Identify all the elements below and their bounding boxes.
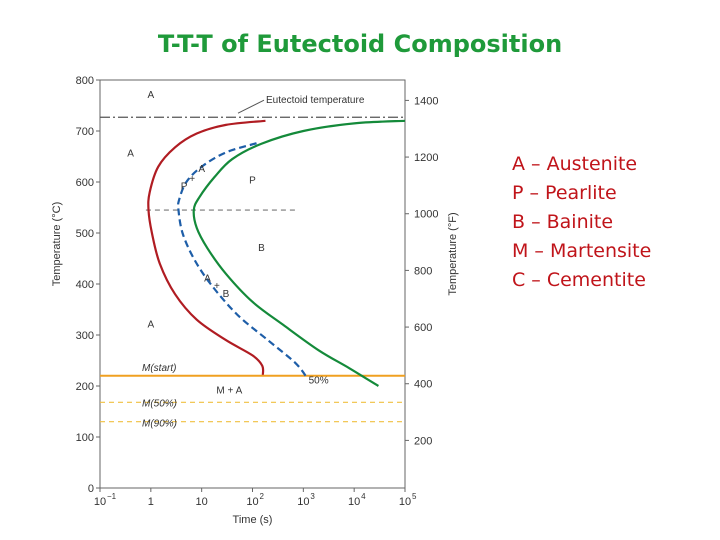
y-tick-label: 500 [76,228,94,240]
region-label: P [249,176,256,187]
y-tick-label: 800 [76,75,94,87]
phase-legend: A – Austenite P – Pearlite B – Bainite M… [512,150,651,295]
y2-tick-label: 1400 [414,95,438,107]
y-tick-label: 600 [76,177,94,189]
m-90-label: M(90%) [142,419,177,430]
x-tick-label: 10 [297,496,309,508]
x-tick-label: 10 [348,496,360,508]
eutectoid-leader [237,99,265,114]
x-tick-exponent: −1 [107,492,117,501]
y2-tick-label: 800 [414,265,432,277]
y-tick-label: 100 [76,432,94,444]
y2-tick-label: 400 [414,379,432,391]
m-50-label: M(50%) [142,398,177,409]
region-label: 50% [309,375,329,386]
x-tick-exponent: 4 [361,492,366,501]
x-tick-label: 10 [399,496,411,508]
x-tick-label: 1 [148,496,154,508]
legend-pearlite: P – Pearlite [512,182,617,204]
region-label: B [223,289,230,300]
region-label: A [198,164,205,175]
region-label: M + A [216,386,242,397]
region-label: + [214,281,220,292]
y2-axis-label: Temperature (°F) [447,212,459,295]
region-label: A [127,149,134,160]
finish-transformation-curve [192,119,406,387]
region-label: P [181,182,188,193]
m-start-label: M(start) [142,363,176,374]
eutectoid-label: Eutectoid temperature [266,95,365,106]
region-label: A [147,319,154,330]
slide-title: T-T-T of Eutectoid Composition [157,30,563,58]
y-tick-label: 700 [76,126,94,138]
start-transformation-curve [147,119,266,375]
y2-tick-label: 600 [414,322,432,334]
y-tick-label: 0 [88,483,94,495]
x-tick-exponent: 5 [412,492,417,501]
region-label: A [204,273,211,284]
y2-tick-label: 200 [414,435,432,447]
region-label: A [147,90,154,101]
region-label: + [189,174,195,185]
legend-cementite: C – Cementite [512,269,646,291]
fifty-percent-curve [176,142,309,380]
y2-tick-label: 1200 [414,152,438,164]
x-axis-label: Time (s) [233,514,273,526]
legend-austenite: A – Austenite [512,153,638,175]
legend-martensite: M – Martensite [512,240,652,262]
x-tick-label: 10 [196,496,208,508]
x-tick-label: 10 [246,496,258,508]
x-tick-exponent: 3 [310,492,315,501]
y-axis-label: Temperature (°C) [51,202,63,286]
legend-bainite: B – Bainite [512,211,614,233]
y-tick-label: 300 [76,330,94,342]
region-label: B [258,243,265,254]
y2-tick-label: 1000 [414,209,438,221]
y-tick-label: 200 [76,381,94,393]
x-tick-exponent: 2 [260,492,265,501]
x-tick-label: 10 [94,496,106,508]
y-tick-label: 400 [76,279,94,291]
